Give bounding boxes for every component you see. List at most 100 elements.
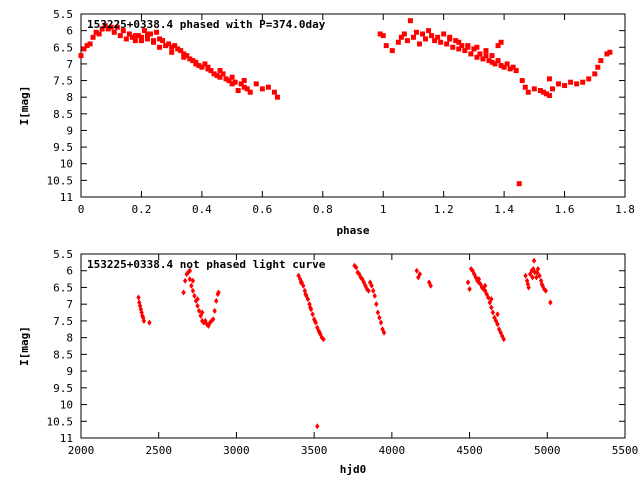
data-point xyxy=(490,309,496,316)
data-point xyxy=(220,71,226,77)
data-point xyxy=(200,317,205,324)
data-point xyxy=(317,329,322,336)
data-point xyxy=(126,31,132,37)
data-point xyxy=(193,59,199,65)
data-point xyxy=(147,319,152,326)
data-point xyxy=(432,38,438,44)
data-point xyxy=(217,68,223,74)
data-point xyxy=(468,51,474,57)
data-point xyxy=(108,24,114,30)
data-point xyxy=(308,304,313,311)
x-axis-label: hjd0 xyxy=(340,463,367,476)
data-point xyxy=(244,86,250,92)
x-tick-label: 1 xyxy=(380,203,387,216)
data-point xyxy=(531,257,537,264)
data-point xyxy=(212,307,217,314)
y-tick-label: 7.5 xyxy=(53,315,73,328)
chart-title: 153225+0338.4 not phased light curve xyxy=(87,258,326,271)
phased-light-curve-panel: 0 0.2 0.4 0.6 0.8 1 1.2 1.4 1.6 1.8 5.5 6 6.5 7 7.5 8 8.… xyxy=(18,8,635,237)
data-point xyxy=(151,39,157,45)
data-point xyxy=(195,302,200,309)
x-tick-label: 5500 xyxy=(612,444,639,457)
data-point xyxy=(175,46,181,52)
plot-frame xyxy=(80,13,626,198)
data-point xyxy=(595,64,601,70)
data-point xyxy=(374,301,379,308)
x-tick-label: 1.8 xyxy=(615,203,635,216)
y-tick-label: 5.5 xyxy=(53,8,73,21)
data-point xyxy=(166,41,172,47)
data-point xyxy=(184,53,190,59)
data-point xyxy=(489,296,494,303)
data-point xyxy=(303,291,308,298)
data-point xyxy=(241,78,247,84)
data-point xyxy=(535,266,541,273)
data-point xyxy=(592,71,598,77)
data-point xyxy=(377,31,383,37)
data-point xyxy=(148,31,154,37)
data-point xyxy=(310,311,315,318)
data-point xyxy=(498,63,504,69)
data-point xyxy=(172,43,178,49)
data-point xyxy=(538,277,544,284)
data-point xyxy=(568,79,574,85)
x-tick-label: 0.8 xyxy=(313,203,333,216)
data-point xyxy=(495,58,501,64)
y-tick-label: 10 xyxy=(60,399,73,412)
data-point xyxy=(395,39,401,45)
data-point xyxy=(607,49,613,55)
data-point xyxy=(229,81,235,87)
data-point xyxy=(501,336,506,343)
y-tick-label: 6.5 xyxy=(53,41,73,54)
data-point xyxy=(428,282,433,289)
data-point xyxy=(465,279,471,286)
data-point xyxy=(99,26,105,32)
data-point xyxy=(549,86,555,92)
data-point xyxy=(190,58,196,64)
data-point xyxy=(187,267,192,274)
data-point xyxy=(375,309,381,316)
data-point xyxy=(154,29,160,35)
data-point xyxy=(477,51,483,57)
raw-light-curve-panel: 2000 2500 3000 3500 4000 4500 5000 5500 5.5 6 6.5 7… xyxy=(18,248,638,476)
data-point xyxy=(495,43,501,49)
y-tick-label: 9 xyxy=(66,124,73,137)
x-axis-label: phase xyxy=(336,224,369,237)
data-point xyxy=(235,88,241,94)
data-point xyxy=(84,43,90,49)
data-point xyxy=(604,51,610,57)
data-point xyxy=(366,287,371,294)
y-tick-label: 10.5 xyxy=(47,174,74,187)
data-point xyxy=(465,43,471,49)
data-point xyxy=(190,277,196,284)
data-point xyxy=(381,329,387,336)
y-tick-label: 8.5 xyxy=(53,108,73,121)
data-point xyxy=(539,281,545,288)
data-point xyxy=(123,36,129,42)
data-point xyxy=(414,267,419,274)
data-point xyxy=(586,76,592,82)
data-point xyxy=(182,277,188,284)
data-point xyxy=(259,86,265,92)
data-point xyxy=(546,76,552,82)
data-point xyxy=(199,64,205,70)
y-tick-label: 8.5 xyxy=(53,348,73,361)
data-point xyxy=(540,89,546,95)
data-point xyxy=(90,34,96,40)
y-tick-label: 10.5 xyxy=(47,415,74,428)
y-tick-label: 9 xyxy=(66,365,73,378)
data-point xyxy=(93,29,99,35)
data-point xyxy=(114,24,120,30)
data-point xyxy=(169,44,175,50)
data-point xyxy=(546,93,552,99)
data-point xyxy=(548,299,553,306)
data-point xyxy=(369,282,374,289)
data-point xyxy=(507,66,513,72)
data-point xyxy=(492,61,498,67)
data-point xyxy=(444,41,450,47)
data-point xyxy=(216,289,221,296)
data-point xyxy=(181,54,187,60)
data-point xyxy=(401,31,407,37)
data-point xyxy=(205,64,211,70)
